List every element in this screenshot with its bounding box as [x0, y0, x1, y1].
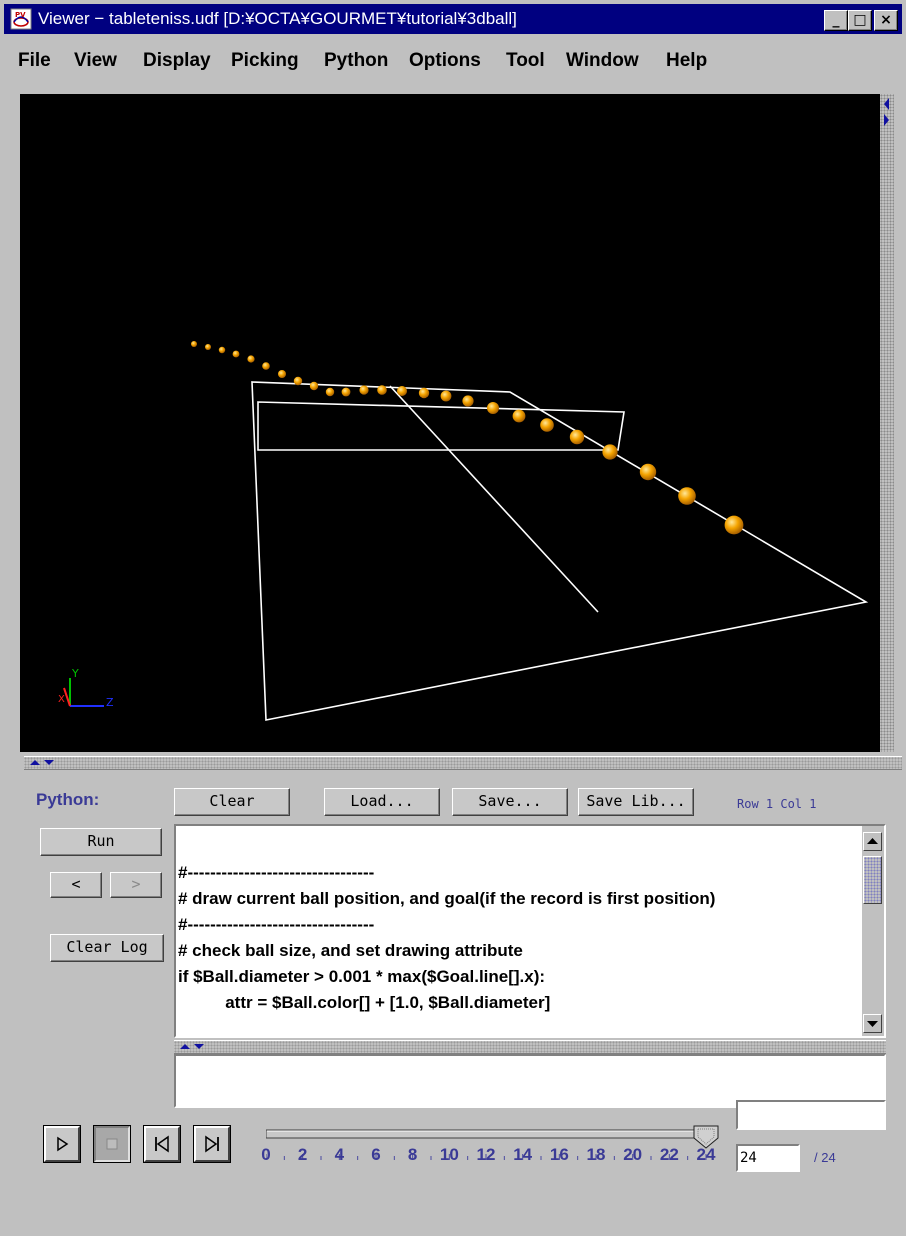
code-line: #--------------------------------- — [178, 915, 375, 934]
3d-scene: Y Z X — [58, 341, 869, 721]
load-button[interactable]: Load... — [324, 788, 440, 816]
collapse-arrows-icon — [884, 98, 889, 126]
clear-log-button[interactable]: Clear Log — [50, 934, 164, 962]
slider-tick-label: 6 — [371, 1145, 381, 1164]
axis-z-label: Z — [106, 696, 114, 709]
menu-file[interactable]: File — [18, 50, 51, 71]
slider-tick-label: 22 — [659, 1145, 679, 1164]
close-button[interactable]: × — [874, 10, 898, 31]
axis-y-label: Y — [71, 667, 79, 680]
code-line: attr = $Ball.color[] + [1.0, $Ball.diame… — [178, 993, 551, 1012]
code-text: #--------------------------------- # draw… — [178, 860, 715, 1016]
python-label: Python: — [36, 790, 100, 809]
editor-scrollbar[interactable] — [862, 826, 884, 1036]
arrow-down-icon — [867, 1021, 878, 1027]
slider-tick-label: 18 — [586, 1145, 606, 1164]
code-line: if $Ball.diameter > 0.001 * max($Goal.li… — [178, 967, 546, 986]
next-history-button[interactable]: > — [110, 872, 162, 898]
slider-graphic — [265, 1125, 719, 1160]
slider-tick-label: 14 — [513, 1145, 533, 1164]
python-code-editor[interactable]: #--------------------------------- # draw… — [174, 824, 886, 1038]
rewind-button[interactable] — [143, 1125, 181, 1163]
run-button[interactable]: Run — [40, 828, 162, 856]
scroll-thumb[interactable] — [863, 856, 882, 904]
scroll-up-button[interactable] — [863, 832, 882, 851]
skip-start-icon — [155, 1135, 169, 1153]
code-line: #--------------------------------- — [178, 863, 375, 882]
menu-picking[interactable]: Picking — [231, 50, 299, 71]
slider-tick-label: 4 — [334, 1145, 345, 1164]
window-title: Viewer − tableteniss.udf [D:¥OCTA¥GOURME… — [38, 9, 517, 28]
minimize-button[interactable]: _ — [824, 10, 848, 31]
menu-view[interactable]: View — [74, 50, 117, 71]
frame-slider[interactable] — [265, 1124, 722, 1184]
stop-button[interactable] — [93, 1125, 131, 1163]
arrow-up-icon — [867, 838, 878, 844]
slider-tick-label: 24 — [696, 1145, 716, 1164]
skip-end-button[interactable] — [193, 1125, 231, 1163]
title-bar: PV Viewer − tableteniss.udf [D:¥OCTA¥GOU… — [4, 4, 902, 34]
slider-thumb[interactable] — [693, 1125, 719, 1149]
menu-display[interactable]: Display — [143, 50, 211, 71]
frame-info-field[interactable] — [736, 1100, 886, 1130]
clear-button[interactable]: Clear — [174, 788, 290, 816]
skip-end-icon — [205, 1135, 219, 1153]
save-button[interactable]: Save... — [452, 788, 568, 816]
frame-number-input[interactable]: 24 — [736, 1144, 800, 1172]
viewport-side-handle[interactable] — [880, 94, 894, 752]
slider-tick-label: 2 — [297, 1145, 308, 1164]
splitter-arrows-icon — [180, 1044, 204, 1049]
svg-text:PV: PV — [15, 11, 26, 19]
play-icon — [57, 1136, 69, 1152]
menu-python[interactable]: Python — [324, 50, 389, 71]
splitter-arrows-icon — [30, 760, 54, 765]
slider-tick-label: 12 — [476, 1145, 496, 1164]
save-lib-button[interactable]: Save Lib... — [578, 788, 694, 816]
prev-history-button[interactable]: < — [50, 872, 102, 898]
menu-window[interactable]: Window — [566, 50, 639, 71]
slider-tick-label: 10 — [439, 1145, 459, 1164]
menu-bar: File View Display Picking Python Options… — [4, 40, 902, 80]
stop-icon — [106, 1138, 118, 1150]
main-splitter[interactable] — [24, 756, 902, 770]
app-icon: PV — [10, 8, 32, 30]
slider-tick-label: 0 — [261, 1145, 271, 1164]
menu-help[interactable]: Help — [666, 50, 708, 71]
menu-options[interactable]: Options — [409, 50, 481, 71]
slider-tick-label: 8 — [407, 1145, 418, 1164]
play-button[interactable] — [43, 1125, 81, 1163]
ball-trajectory — [191, 341, 744, 535]
menu-tool[interactable]: Tool — [506, 50, 545, 71]
frame-total-label: / 24 — [814, 1150, 836, 1165]
code-line: # check ball size, and set drawing attri… — [178, 941, 523, 960]
3d-viewport[interactable]: Y Z X — [20, 94, 880, 752]
axis-indicator: Y Z X — [58, 667, 114, 709]
scroll-down-button[interactable] — [863, 1014, 882, 1033]
output-log[interactable] — [174, 1054, 886, 1108]
cursor-position: Row 1 Col 1 — [737, 797, 817, 811]
axis-x-label: X — [58, 694, 65, 705]
table-wireframe — [251, 381, 869, 721]
slider-tick-label: 16 — [549, 1145, 569, 1164]
slider-tick-label: 20 — [623, 1145, 643, 1164]
editor-splitter[interactable] — [174, 1040, 886, 1054]
maximize-button[interactable]: □ — [848, 10, 872, 31]
code-line: # draw current ball position, and goal(i… — [178, 889, 716, 908]
